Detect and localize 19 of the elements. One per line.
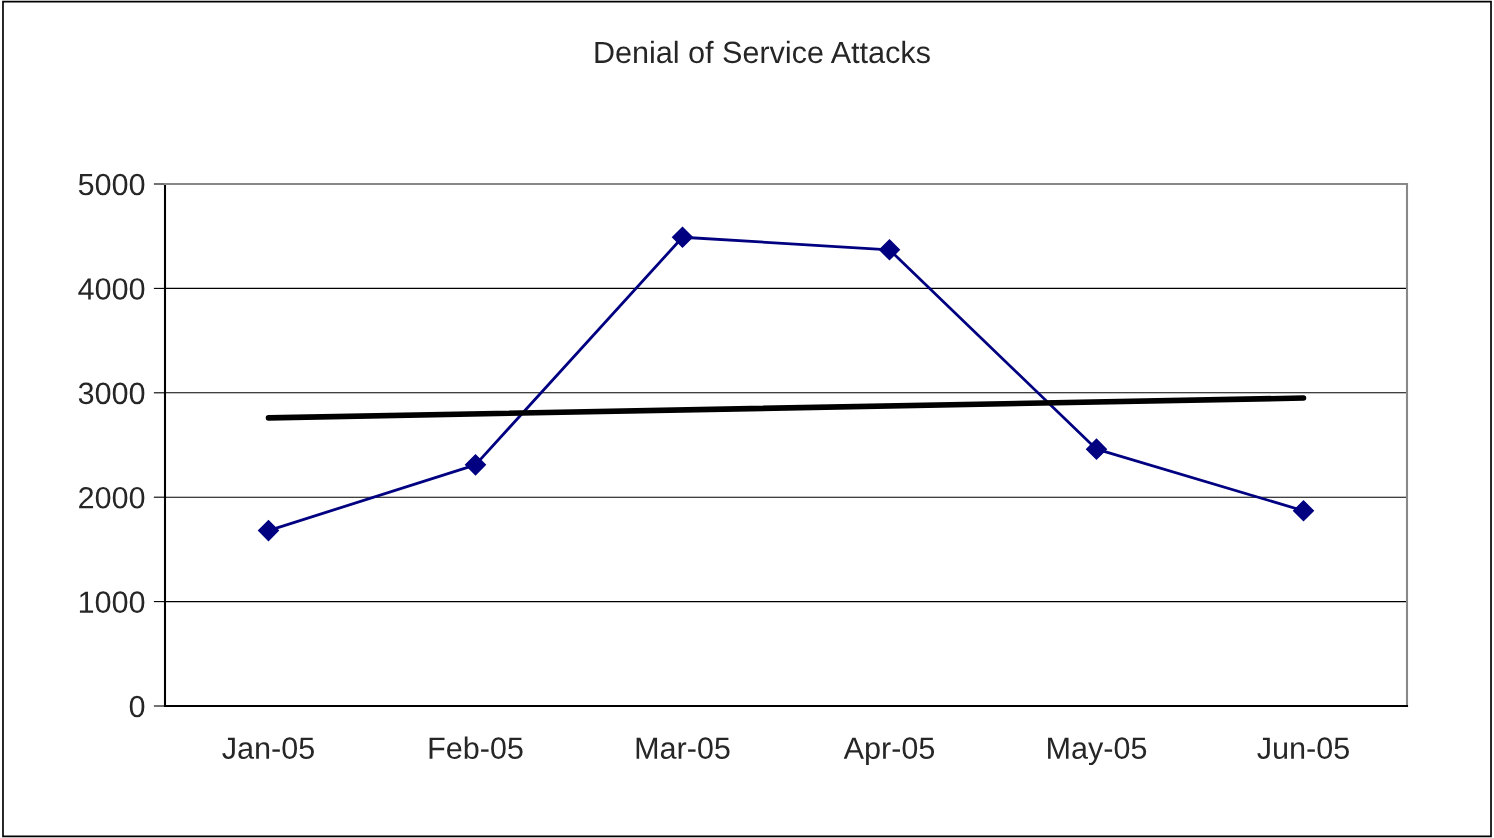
x-tick-label: Feb-05	[429, 736, 523, 759]
point	[1292, 500, 1315, 522]
x-tick-label: Mar-05	[636, 737, 730, 759]
chart-title: Denial of Service Attacks	[595, 40, 930, 64]
point	[671, 226, 694, 248]
point	[257, 520, 280, 542]
x-tick-label: Apr-05	[843, 737, 935, 766]
y-tick-label: 2000	[79, 486, 145, 509]
point	[1085, 438, 1108, 460]
x-tick-label: Jan-05	[222, 737, 314, 759]
y-tick-label: 3000	[78, 382, 145, 405]
y-tick-label: 0	[129, 695, 145, 718]
y-tick-label: 5000	[78, 173, 145, 196]
point	[878, 239, 901, 261]
x-tick-label: Jun-05	[1257, 737, 1349, 759]
y-tick-label: 4000	[78, 278, 145, 300]
point	[464, 454, 487, 476]
x-tick-label: May-05	[1048, 737, 1147, 766]
y-tick-label: 1000	[79, 591, 145, 613]
